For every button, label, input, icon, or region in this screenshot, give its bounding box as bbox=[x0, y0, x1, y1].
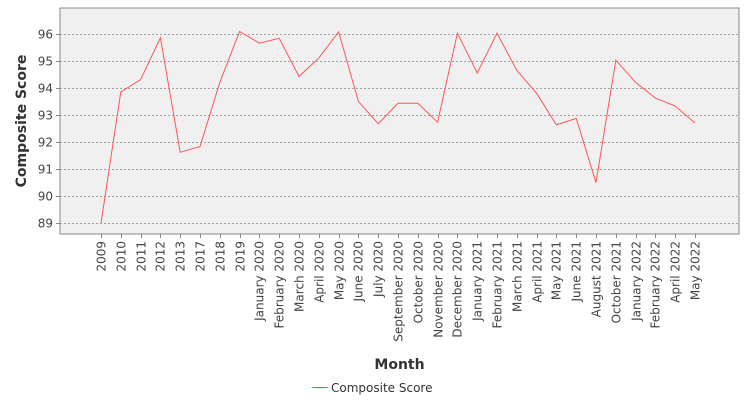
data-point bbox=[417, 102, 419, 104]
data-point bbox=[298, 75, 300, 77]
x-tick-label: November 2020 bbox=[432, 241, 446, 338]
legend: Composite Score bbox=[312, 381, 432, 395]
x-tick-label: May 2021 bbox=[550, 241, 564, 300]
y-tick-label: 93 bbox=[38, 109, 53, 123]
plot-area bbox=[59, 7, 740, 235]
data-point bbox=[278, 37, 280, 39]
y-tick-label: 94 bbox=[38, 82, 53, 96]
data-point bbox=[516, 69, 518, 71]
legend-label: Composite Score bbox=[331, 381, 432, 395]
x-tick-label: 2019 bbox=[234, 241, 248, 272]
data-point bbox=[179, 151, 181, 153]
data-point bbox=[397, 102, 399, 104]
gridlines bbox=[60, 34, 739, 224]
series-line bbox=[100, 30, 696, 224]
x-tick-label: April 2022 bbox=[669, 241, 683, 303]
data-point bbox=[496, 32, 498, 34]
data-point bbox=[634, 81, 636, 83]
data-point bbox=[258, 42, 260, 44]
data-point bbox=[476, 72, 478, 74]
y-tick-label: 91 bbox=[38, 163, 53, 177]
data-point bbox=[535, 92, 537, 94]
y-tick-label: 95 bbox=[38, 55, 53, 69]
x-tick-label: January 2022 bbox=[630, 241, 644, 322]
data-point bbox=[575, 117, 577, 119]
data-point bbox=[238, 30, 240, 32]
x-tick-label: 2017 bbox=[194, 241, 208, 272]
x-tick-label: June 2020 bbox=[352, 241, 366, 303]
y-tick-label: 89 bbox=[38, 217, 53, 231]
data-point bbox=[219, 81, 221, 83]
y-tick-label: 90 bbox=[38, 190, 53, 204]
x-tick-label: August 2021 bbox=[590, 241, 604, 317]
x-tick-label: March 2020 bbox=[293, 241, 307, 312]
x-tick-label: April 2021 bbox=[531, 241, 545, 303]
x-tick-label: July 2020 bbox=[372, 241, 386, 298]
data-point bbox=[199, 145, 201, 147]
x-tick-label: 2018 bbox=[214, 241, 228, 272]
x-tick-label: June 2021 bbox=[570, 241, 584, 303]
data-point bbox=[694, 122, 696, 124]
x-tick-label: May 2022 bbox=[689, 241, 703, 300]
x-tick-label: March 2021 bbox=[511, 241, 525, 312]
data-point bbox=[139, 79, 141, 81]
x-tick-label: October 2021 bbox=[610, 241, 624, 323]
y-tick-label: 92 bbox=[38, 136, 53, 150]
y-tick-label: 96 bbox=[38, 28, 53, 42]
data-point bbox=[159, 37, 161, 39]
x-axis-ticks: 2009 2010 2011 2012 2013 2017 2018 2019 January … bbox=[95, 234, 703, 342]
x-axis-label: Month bbox=[374, 357, 424, 373]
x-tick-label: 2010 bbox=[115, 241, 129, 272]
x-tick-label: 2011 bbox=[135, 241, 149, 272]
x-tick-label: September 2020 bbox=[392, 241, 406, 342]
x-tick-label: February 2021 bbox=[491, 241, 505, 329]
x-tick-label: December 2020 bbox=[451, 241, 465, 338]
data-point bbox=[100, 222, 102, 224]
data-point bbox=[654, 97, 656, 99]
x-tick-label: May 2020 bbox=[333, 241, 347, 300]
x-tick-label: 2009 bbox=[95, 241, 109, 272]
data-point bbox=[318, 57, 320, 59]
data-point bbox=[674, 105, 676, 107]
x-tick-label: February 2020 bbox=[273, 241, 287, 329]
x-tick-label: October 2020 bbox=[412, 241, 426, 323]
x-tick-label: 2013 bbox=[174, 241, 188, 272]
data-point bbox=[357, 100, 359, 102]
x-tick-label: January 2021 bbox=[471, 241, 485, 322]
y-axis-ticks: 89 90 91 92 93 94 95 96 bbox=[38, 28, 60, 231]
data-point bbox=[595, 181, 597, 183]
x-tick-label: February 2022 bbox=[649, 241, 663, 329]
data-point bbox=[337, 31, 339, 33]
y-axis-label: Composite Score bbox=[14, 55, 30, 188]
data-point bbox=[120, 91, 122, 93]
x-tick-label: January 2020 bbox=[253, 241, 267, 322]
data-point bbox=[377, 123, 379, 125]
x-tick-label: April 2020 bbox=[313, 241, 327, 303]
data-point bbox=[615, 59, 617, 61]
series-layer bbox=[100, 30, 696, 224]
data-point bbox=[436, 121, 438, 123]
data-point bbox=[555, 124, 557, 126]
data-point bbox=[456, 32, 458, 34]
x-tick-label: 2012 bbox=[154, 241, 168, 272]
